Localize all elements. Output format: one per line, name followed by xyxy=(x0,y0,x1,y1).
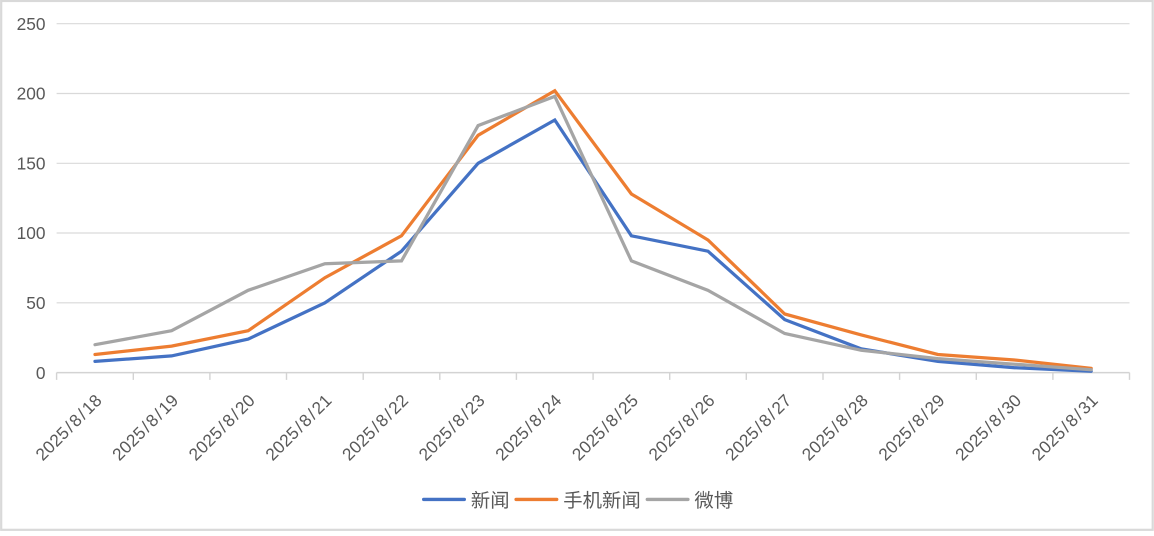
svg-text:0: 0 xyxy=(36,363,46,383)
svg-text:200: 200 xyxy=(17,84,46,104)
svg-text:50: 50 xyxy=(26,293,45,313)
svg-text:100: 100 xyxy=(17,223,46,243)
svg-text:250: 250 xyxy=(17,14,46,34)
svg-text:150: 150 xyxy=(17,154,46,174)
